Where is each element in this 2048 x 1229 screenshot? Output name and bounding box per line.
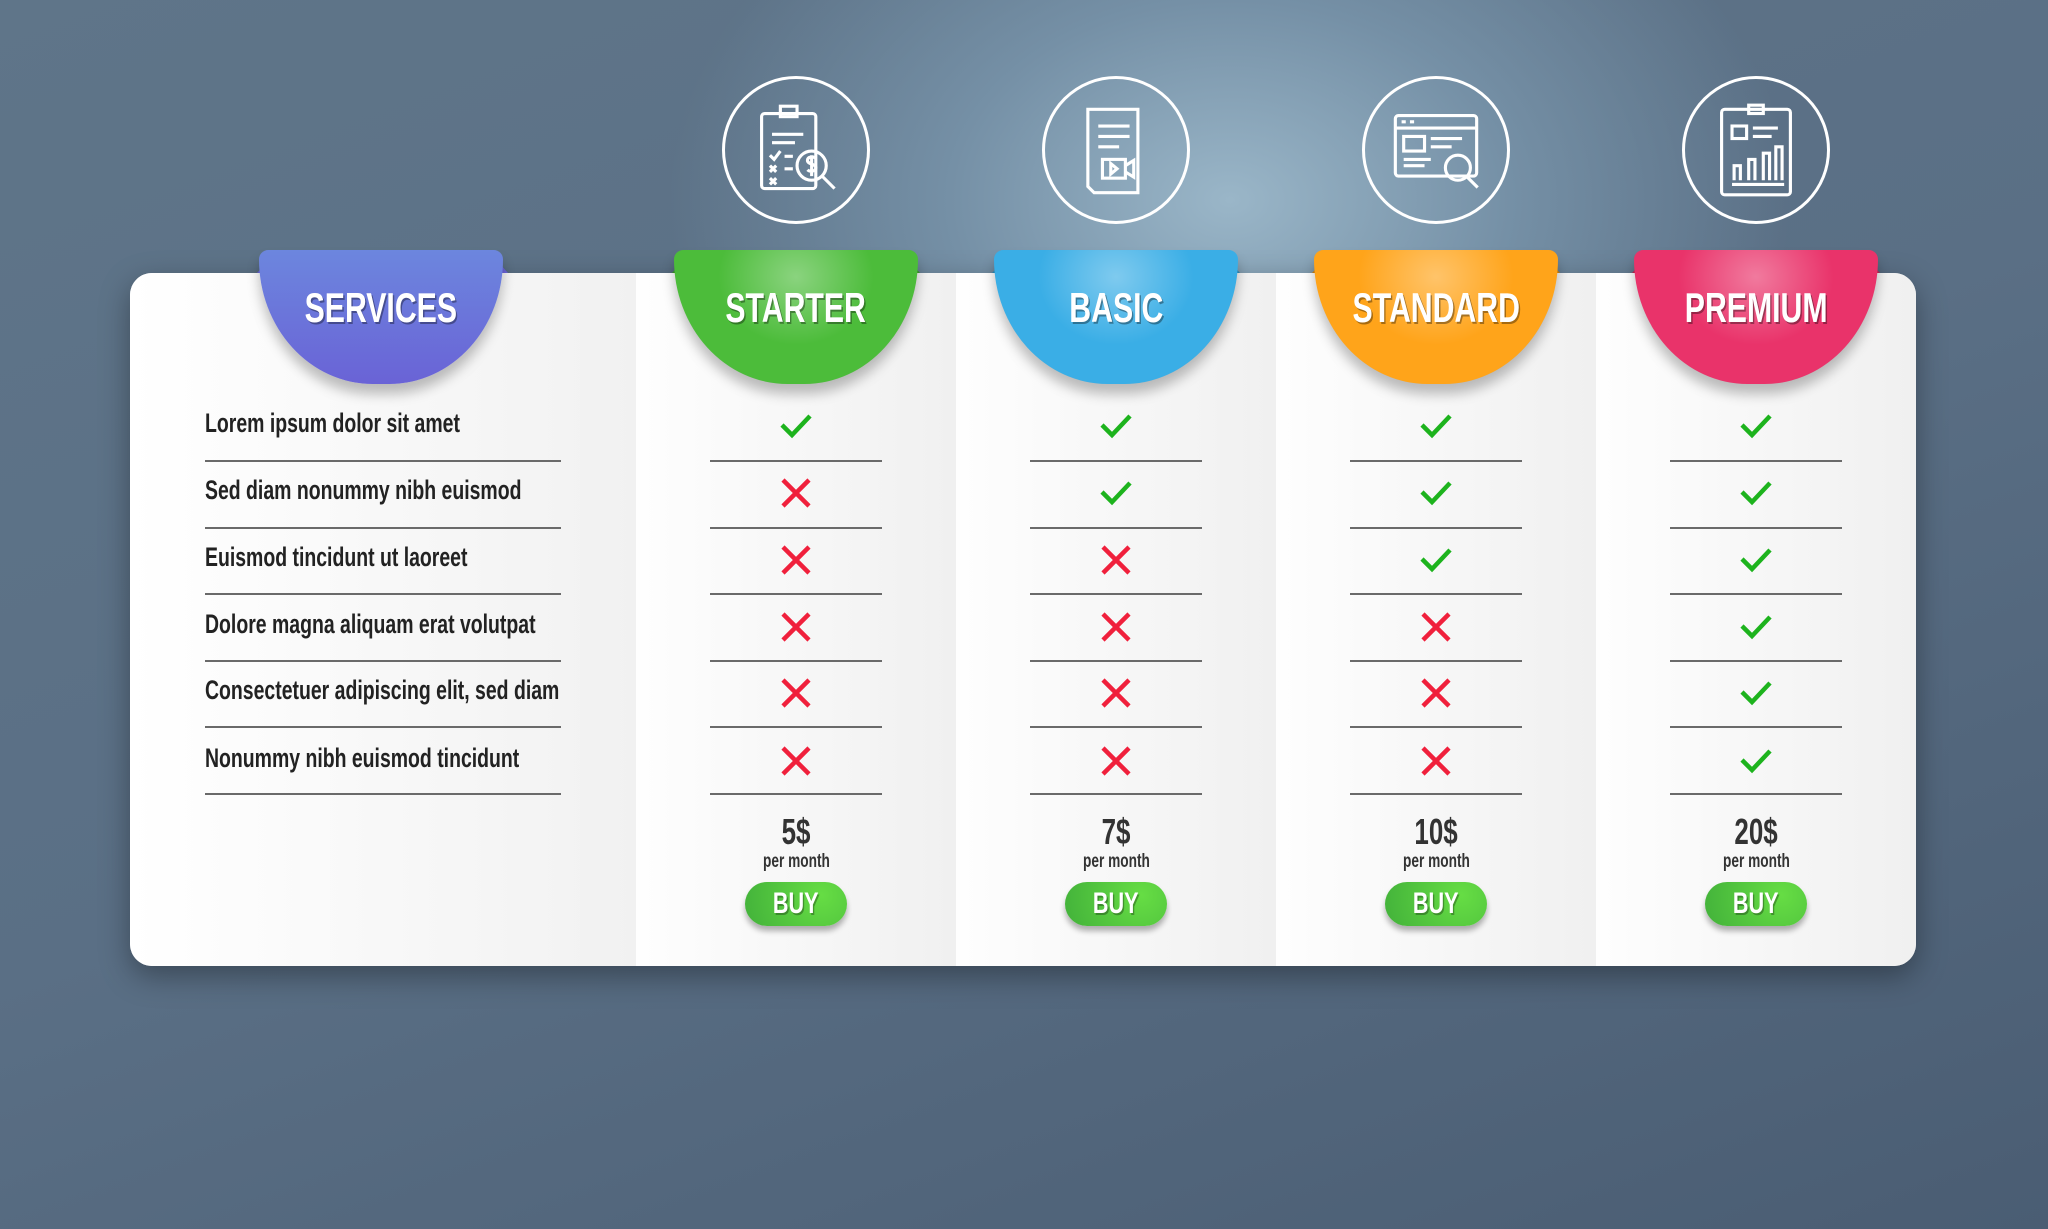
divider bbox=[205, 660, 561, 662]
divider bbox=[710, 793, 882, 795]
divider bbox=[1350, 660, 1522, 662]
divider bbox=[205, 460, 561, 462]
plan-period: per month bbox=[1402, 851, 1470, 872]
plan-column-premium: 20$ per month BUY bbox=[1596, 273, 1916, 966]
plan-period: per month bbox=[1082, 851, 1150, 872]
divider bbox=[710, 593, 882, 595]
divider bbox=[1350, 726, 1522, 728]
divider bbox=[1030, 793, 1202, 795]
plan-price: 5$ bbox=[781, 811, 811, 852]
web-page-search-icon bbox=[1362, 76, 1510, 224]
feature-label: Dolore magna aliquam erat volutpat bbox=[205, 609, 536, 639]
clipboard-dollar-search-icon bbox=[722, 76, 870, 224]
plan-period: per month bbox=[762, 851, 830, 872]
divider bbox=[710, 527, 882, 529]
divider bbox=[710, 460, 882, 462]
plan-column-standard: 10$ per month BUY bbox=[1276, 273, 1596, 966]
plan-column-starter: 5$ per month BUY bbox=[636, 273, 956, 966]
feature-label: Sed diam nonummy nibh euismod bbox=[205, 475, 522, 505]
feature-label: Consectetuer adipiscing elit, sed diam bbox=[205, 675, 560, 705]
divider bbox=[205, 726, 561, 728]
pricing-table: Lorem ipsum dolor sit amet Sed diam nonum… bbox=[130, 273, 1916, 966]
divider bbox=[710, 660, 882, 662]
buy-button[interactable]: BUY bbox=[1705, 882, 1807, 926]
divider bbox=[1670, 593, 1842, 595]
divider bbox=[1030, 527, 1202, 529]
services-column: Lorem ipsum dolor sit amet Sed diam nonum… bbox=[130, 273, 636, 966]
divider bbox=[1030, 660, 1202, 662]
divider bbox=[1670, 660, 1842, 662]
divider bbox=[205, 593, 561, 595]
feature-label: Nonummy nibh euismod tincidunt bbox=[205, 743, 520, 773]
feature-label: Lorem ipsum dolor sit amet bbox=[205, 408, 460, 438]
divider bbox=[1350, 793, 1522, 795]
divider bbox=[1350, 593, 1522, 595]
plan-price: 7$ bbox=[1101, 811, 1131, 852]
report-chart-icon bbox=[1682, 76, 1830, 224]
plan-price: 10$ bbox=[1414, 811, 1458, 852]
divider bbox=[1670, 460, 1842, 462]
divider bbox=[205, 527, 561, 529]
document-video-icon bbox=[1042, 76, 1190, 224]
plan-column-basic: 7$ per month BUY bbox=[956, 273, 1276, 966]
plan-price: 20$ bbox=[1734, 811, 1778, 852]
divider bbox=[1350, 460, 1522, 462]
divider bbox=[1670, 527, 1842, 529]
divider bbox=[1030, 460, 1202, 462]
divider bbox=[1030, 593, 1202, 595]
divider bbox=[710, 726, 882, 728]
divider bbox=[205, 793, 561, 795]
divider bbox=[1350, 527, 1522, 529]
divider bbox=[1670, 793, 1842, 795]
feature-label: Euismod tincidunt ut laoreet bbox=[205, 542, 468, 572]
divider bbox=[1670, 726, 1842, 728]
plan-period: per month bbox=[1722, 851, 1790, 872]
buy-button[interactable]: BUY bbox=[745, 882, 847, 926]
buy-button[interactable]: BUY bbox=[1065, 882, 1167, 926]
divider bbox=[1030, 726, 1202, 728]
buy-button[interactable]: BUY bbox=[1385, 882, 1487, 926]
